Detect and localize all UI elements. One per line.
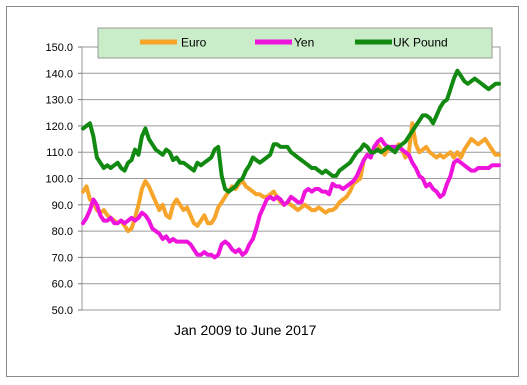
y-tick-label: 120.0 bbox=[45, 121, 73, 133]
series-line-yen bbox=[81, 137, 501, 260]
legend-label-yen: Yen bbox=[294, 36, 314, 50]
gridlines bbox=[82, 72, 500, 285]
legend: Euro Yen UK Pound bbox=[97, 27, 493, 59]
y-tick-label: 140.0 bbox=[45, 68, 73, 80]
y-tick-label: 110.0 bbox=[46, 147, 73, 159]
legend-label-uk-pound: UK Pound bbox=[393, 36, 448, 50]
y-tick-label: 90.0 bbox=[52, 200, 73, 212]
y-tick-label: 60.0 bbox=[52, 279, 73, 291]
y-tick-label: 70.0 bbox=[52, 252, 73, 264]
legend-label-euro: Euro bbox=[181, 36, 207, 50]
y-tick-label: 80.0 bbox=[52, 226, 73, 238]
y-tick-label: 50.0 bbox=[52, 305, 73, 317]
y-tick-label: 100.0 bbox=[45, 174, 73, 186]
y-tick-label: 130.0 bbox=[45, 95, 73, 107]
y-tick-label: 150.0 bbox=[45, 42, 73, 54]
series-line-euro bbox=[81, 121, 501, 234]
x-axis-label: Jan 2009 to June 2017 bbox=[174, 322, 317, 338]
series-line-uk-pound bbox=[81, 68, 501, 194]
y-axis-ticks: 50.0 60.0 70.0 80.0 90.0 100.0 110.0 120.0 130.0… bbox=[45, 42, 82, 317]
series-lines bbox=[81, 68, 501, 260]
